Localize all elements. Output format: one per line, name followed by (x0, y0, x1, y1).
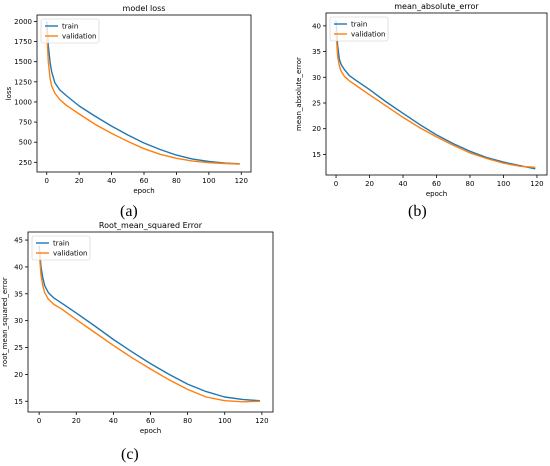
chart-title: Root_mean_squared Error (99, 221, 203, 230)
x-axis-label: epoch (133, 187, 154, 195)
y-tick-label: 25 (14, 344, 23, 352)
legend-label-validation: validation (62, 33, 96, 41)
y-tick-label: 40 (312, 22, 321, 30)
y-tick-label: 1000 (14, 98, 32, 106)
y-tick-label: 30 (14, 317, 23, 325)
caption-a: (a) (120, 203, 138, 220)
y-tick-label: 250 (19, 159, 32, 167)
y-tick-label: 2000 (14, 18, 32, 26)
legend-label-validation: validation (53, 250, 87, 258)
x-tick-label: 20 (75, 177, 84, 185)
legend: train validation (329, 16, 389, 42)
legend-label-train: train (53, 240, 69, 248)
chart-title: model loss (123, 4, 166, 13)
x-tick-label: 80 (183, 417, 192, 425)
x-tick-label: 60 (432, 180, 441, 188)
x-tick-label: 120 (255, 417, 268, 425)
series-line-train (335, 20, 536, 170)
chart-title: mean_absolute_error (394, 2, 479, 11)
y-tick-label: 35 (312, 48, 321, 56)
y-tick-label: 750 (19, 119, 32, 127)
series-line-validation (335, 30, 536, 168)
y-axis-label: mean_absolute_error (295, 57, 303, 131)
chart-2: 0 20 40 60 80 100 120 15 20 25 30 35 40 mean_absolute… (295, 2, 548, 198)
y-tick-label: 15 (14, 398, 23, 406)
y-tick-label: 40 (14, 263, 23, 271)
x-tick-label: 120 (235, 177, 248, 185)
legend: train validation (31, 235, 91, 261)
chart-1: 0 20 40 60 80 100 120 250 500 750 1000 1250 1500 1750… (5, 4, 252, 195)
x-tick-label: 0 (334, 180, 338, 188)
x-axis-label: epoch (426, 190, 447, 198)
series-line-train (38, 245, 261, 402)
series-line-train (46, 21, 240, 165)
y-tick-label: 30 (312, 74, 321, 82)
x-tick-label: 120 (530, 180, 543, 188)
y-tick-label: 15 (312, 151, 321, 159)
y-tick-label: 1750 (14, 38, 32, 46)
y-axis-label: root_mean_squared_error (1, 277, 9, 367)
y-tick-label: 500 (19, 139, 32, 147)
series-line-validation (38, 250, 261, 403)
legend-box (40, 18, 100, 44)
y-tick-label: 1250 (14, 78, 32, 86)
legend-box (31, 235, 91, 261)
y-tick-label: 20 (14, 371, 23, 379)
x-tick-label: 80 (466, 180, 475, 188)
caption-c: (c) (121, 446, 139, 463)
legend-label-train: train (351, 21, 367, 29)
x-axis-label: epoch (140, 427, 161, 435)
y-tick-label: 1500 (14, 58, 32, 66)
x-tick-label: 0 (37, 417, 41, 425)
x-tick-label: 80 (172, 177, 181, 185)
x-tick-label: 20 (365, 180, 374, 188)
y-tick-label: 20 (312, 125, 321, 133)
y-tick-label: 25 (312, 100, 321, 108)
x-tick-label: 40 (107, 177, 116, 185)
legend-label-train: train (62, 23, 78, 31)
x-tick-label: 100 (202, 177, 215, 185)
x-tick-label: 60 (140, 177, 149, 185)
x-tick-label: 20 (72, 417, 81, 425)
x-tick-label: 40 (399, 180, 408, 188)
y-tick-label: 35 (14, 290, 23, 298)
legend-label-validation: validation (351, 31, 385, 39)
y-axis-label: loss (5, 86, 13, 100)
y-tick-label: 45 (14, 237, 23, 245)
x-tick-label: 100 (497, 180, 510, 188)
caption-b: (b) (408, 203, 427, 220)
x-tick-label: 100 (218, 417, 231, 425)
legend-box (329, 16, 389, 42)
x-tick-label: 60 (146, 417, 155, 425)
x-tick-label: 0 (44, 177, 48, 185)
series-line-validation (46, 29, 240, 165)
chart-3: 0 20 40 60 80 100 120 15 20 25 30 35 40 45 Root_mean_s… (1, 221, 274, 435)
x-tick-label: 40 (109, 417, 118, 425)
legend: train validation (40, 18, 100, 44)
